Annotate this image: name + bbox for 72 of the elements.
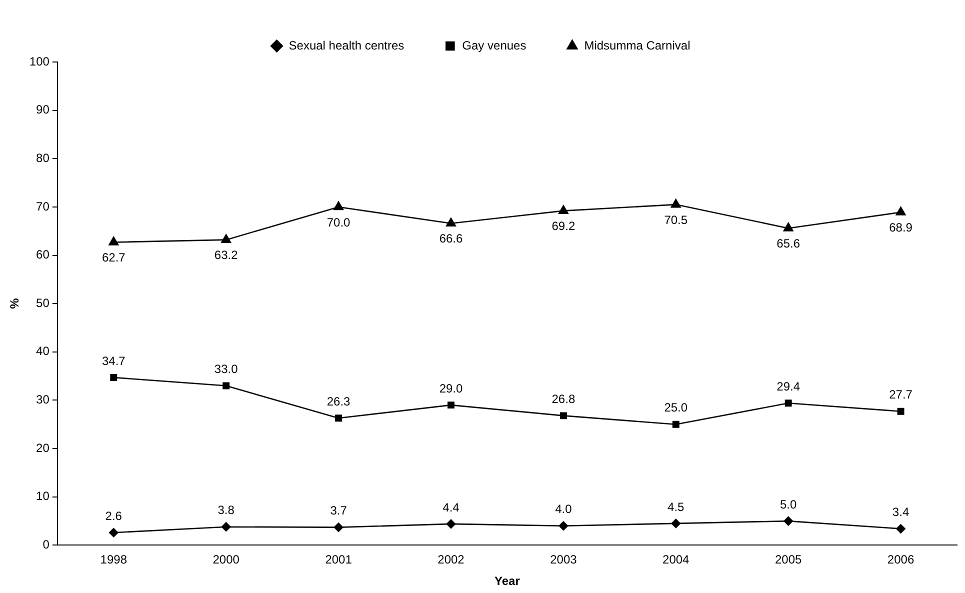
point <box>334 201 344 210</box>
point <box>558 521 568 531</box>
y-tick-label: 30 <box>36 392 50 407</box>
y-tick-label: 90 <box>36 102 50 117</box>
point <box>558 205 568 214</box>
point <box>446 218 456 227</box>
data-label: 66.6 <box>439 232 463 246</box>
point <box>897 408 904 415</box>
data-label: 3.7 <box>330 504 348 518</box>
data-label: 25.0 <box>664 400 688 415</box>
data-label: 3.4 <box>892 505 910 520</box>
x-tick-label: 2002 <box>438 552 465 567</box>
x-tick-label: 2004 <box>662 552 690 567</box>
point <box>221 522 231 532</box>
point <box>108 236 119 246</box>
point <box>783 222 794 232</box>
y-tick-label: 60 <box>36 248 50 262</box>
legend-label: Sexual health centres <box>288 38 404 52</box>
data-label: 4.5 <box>668 500 685 514</box>
point <box>448 402 454 409</box>
data-label: 4.4 <box>442 500 460 514</box>
data-label: 69.2 <box>552 219 576 234</box>
x-tick-label: 2006 <box>887 552 914 567</box>
data-label: 26.8 <box>552 392 576 406</box>
data-label: 26.3 <box>326 394 351 408</box>
data-label: 33.0 <box>214 362 238 376</box>
point <box>222 382 230 390</box>
point <box>784 400 792 407</box>
data-label: 2.6 <box>105 508 122 523</box>
legend-label: Midsumma Carnival <box>584 38 690 52</box>
y-tick-label: 50 <box>36 296 50 310</box>
point <box>108 528 118 538</box>
data-label: 70.0 <box>326 215 351 230</box>
point <box>110 374 118 382</box>
y-tick-label: 10 <box>36 489 50 504</box>
x-tick-label: 2000 <box>212 552 240 567</box>
point <box>896 524 906 534</box>
point <box>670 198 681 208</box>
data-label: 4.0 <box>555 502 572 516</box>
data-label: 70.5 <box>664 212 688 227</box>
y-tick-label: 20 <box>36 440 50 455</box>
data-label: 29.0 <box>439 381 463 396</box>
y-tick-label: 0 <box>42 538 50 552</box>
point <box>560 412 567 420</box>
x-tick-label: 2003 <box>550 552 578 567</box>
data-label: 34.7 <box>102 354 126 368</box>
point <box>896 206 906 216</box>
data-label: 62.7 <box>102 250 126 265</box>
data-label: 27.7 <box>889 388 913 402</box>
y-axis-title: % <box>8 298 22 309</box>
data-label: 65.6 <box>776 236 800 251</box>
data-label: 5.0 <box>780 497 797 512</box>
y-tick-label: 40 <box>36 344 50 358</box>
y-tick-label: 80 <box>36 150 50 165</box>
point <box>221 234 232 243</box>
y-tick-label: 100 <box>29 54 50 68</box>
point <box>335 414 342 422</box>
x-tick-label: 2001 <box>325 552 352 567</box>
x-axis-title: Year <box>494 574 520 588</box>
point <box>334 522 344 532</box>
legend-label: Gay venues <box>462 38 526 52</box>
data-label: 3.8 <box>218 503 235 518</box>
y-tick-label: 70 <box>36 199 50 214</box>
x-tick-label: 2005 <box>774 552 802 567</box>
data-label: 29.4 <box>776 379 800 394</box>
data-label: 63.2 <box>214 248 238 262</box>
data-label: 68.9 <box>889 220 913 235</box>
point <box>671 518 681 528</box>
x-tick-label: 1998 <box>100 552 128 567</box>
point <box>784 516 793 526</box>
point <box>446 519 456 529</box>
point <box>672 420 680 428</box>
